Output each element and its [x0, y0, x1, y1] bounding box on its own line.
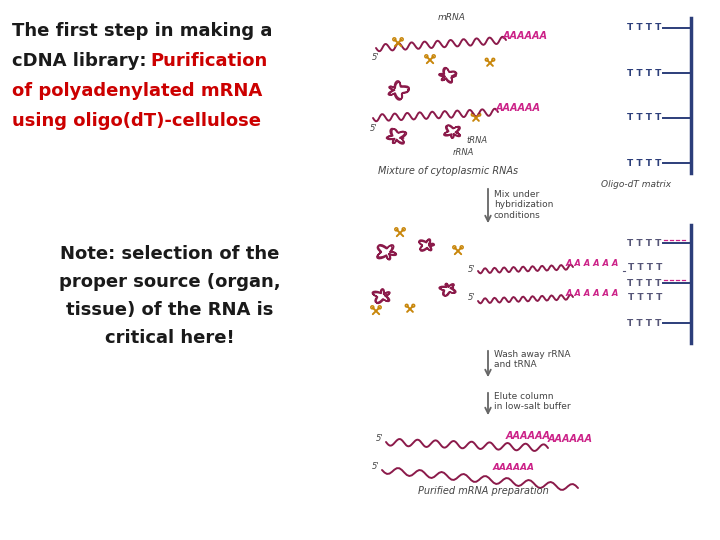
Text: Elute column
in low-salt buffer: Elute column in low-salt buffer [494, 392, 571, 411]
Text: using oligo(dT)-cellulose: using oligo(dT)-cellulose [12, 112, 261, 130]
Text: Wash away rRNA
and tRNA: Wash away rRNA and tRNA [494, 350, 570, 369]
Text: T T T T: T T T T [626, 319, 661, 327]
Text: T T T T: T T T T [626, 69, 661, 78]
Text: AAAAAA: AAAAAA [548, 434, 593, 444]
Text: proper source (organ,: proper source (organ, [59, 273, 281, 291]
Text: critical here!: critical here! [105, 329, 235, 347]
Text: T T T T: T T T T [626, 113, 661, 123]
Text: AAAAAA: AAAAAA [503, 31, 548, 41]
Text: Oligo-dT matrix: Oligo-dT matrix [601, 180, 671, 189]
Text: AAAAAA: AAAAAA [493, 463, 535, 472]
Text: A A A A A A: A A A A A A [566, 259, 619, 267]
Text: 5': 5' [468, 293, 476, 302]
Text: 5': 5' [376, 434, 384, 443]
Text: T T T T: T T T T [628, 262, 662, 272]
Text: 5': 5' [372, 462, 379, 471]
Text: T T T T: T T T T [626, 159, 661, 167]
Text: Mixture of cytoplasmic RNAs: Mixture of cytoplasmic RNAs [378, 166, 518, 176]
Text: The first step in making a: The first step in making a [12, 22, 272, 40]
Text: Purification: Purification [150, 52, 267, 70]
Text: cDNA library:: cDNA library: [12, 52, 153, 70]
Text: AAAAAA: AAAAAA [506, 431, 551, 441]
Text: tRNA: tRNA [466, 136, 487, 145]
Text: T T T T: T T T T [626, 239, 661, 247]
Text: mRNA: mRNA [438, 13, 466, 22]
Text: T T T T: T T T T [626, 24, 661, 32]
Text: T T T T: T T T T [628, 293, 662, 301]
Text: of polyadenylated mRNA: of polyadenylated mRNA [12, 82, 262, 100]
Text: tissue) of the RNA is: tissue) of the RNA is [66, 301, 274, 319]
Text: AAAAAA: AAAAAA [496, 103, 541, 113]
Text: T T T T: T T T T [626, 279, 661, 287]
Text: 5': 5' [468, 265, 476, 274]
Text: Mix under
hybridization
conditions: Mix under hybridization conditions [494, 190, 554, 220]
Text: 5': 5' [370, 124, 377, 133]
Text: rRNA: rRNA [453, 148, 474, 157]
Text: Note: selection of the: Note: selection of the [60, 245, 279, 263]
Text: Purified mRNA preparation: Purified mRNA preparation [418, 486, 549, 496]
Text: A A A A A A: A A A A A A [566, 288, 619, 298]
Text: 5': 5' [372, 53, 379, 62]
